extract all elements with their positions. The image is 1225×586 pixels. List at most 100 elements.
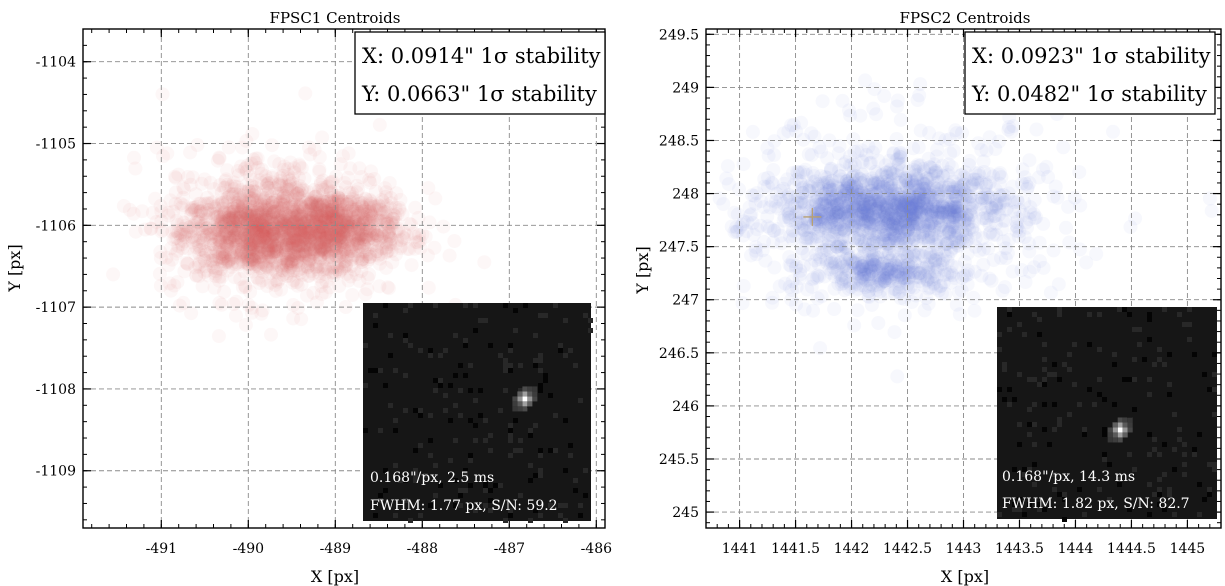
scatter-point — [289, 238, 304, 253]
scatter-point — [302, 214, 317, 229]
scatter-point — [1072, 242, 1087, 257]
scatter-point — [749, 186, 764, 201]
scatter-point — [282, 233, 297, 248]
inset-pixel — [573, 363, 578, 368]
scatter-point — [251, 219, 266, 234]
scatter-point — [279, 253, 294, 268]
scatter-point — [382, 229, 397, 244]
scatter-point — [226, 208, 241, 223]
scatter-point — [293, 228, 307, 243]
scatter-point — [303, 242, 318, 257]
scatter-point — [250, 244, 265, 259]
scatter-point — [249, 217, 264, 232]
scatter-point — [938, 286, 953, 301]
scatter-point — [253, 215, 268, 230]
scatter-point — [218, 226, 233, 241]
scatter-point — [233, 248, 248, 262]
scatter-point — [210, 261, 225, 276]
scatter-point — [275, 211, 290, 225]
scatter-point — [228, 223, 243, 237]
scatter-point — [971, 136, 986, 151]
scatter-point — [254, 226, 269, 241]
scatter-point — [904, 295, 919, 309]
inset-pixel — [373, 368, 378, 373]
scatter-point — [271, 203, 286, 218]
scatter-point — [954, 283, 969, 298]
scatter-point — [246, 223, 261, 238]
scatter-point — [253, 197, 267, 212]
scatter-point — [273, 227, 287, 242]
scatter-point — [228, 230, 243, 245]
scatter-point — [261, 203, 276, 218]
scatter-point — [264, 205, 279, 219]
scatter-point — [265, 229, 280, 244]
scatter-point — [232, 222, 246, 237]
scatter-point — [246, 243, 261, 258]
scatter-point — [890, 93, 905, 108]
scatter-point — [259, 243, 274, 258]
scatter-point — [282, 216, 297, 231]
scatter-point — [228, 232, 243, 247]
scatter-point — [208, 222, 223, 237]
scatter-point — [265, 262, 280, 277]
inset-pixel — [503, 358, 508, 363]
scatter-point — [308, 199, 323, 214]
scatter-point — [170, 243, 185, 258]
scatter-point — [304, 209, 319, 223]
scatter-point — [270, 242, 285, 257]
scatter-point — [195, 218, 209, 233]
scatter-point — [210, 244, 225, 259]
scatter-point — [827, 302, 842, 316]
scatter-point — [210, 198, 225, 213]
inset-pixel — [508, 368, 513, 373]
scatter-point — [297, 216, 312, 231]
scatter-point — [281, 200, 296, 215]
scatter-point — [244, 221, 259, 236]
scatter-point — [254, 197, 269, 212]
scatter-point — [189, 214, 204, 229]
scatter-point — [1032, 254, 1047, 269]
scatter-point — [189, 268, 204, 283]
scatter-point — [276, 226, 291, 241]
scatter-point — [252, 207, 267, 222]
scatter-point — [303, 221, 318, 236]
scatter-point — [796, 165, 811, 180]
scatter-point — [259, 207, 274, 222]
scatter-point — [224, 230, 239, 245]
scatter-point — [1041, 170, 1055, 184]
scatter-point — [846, 132, 861, 146]
scatter-point — [265, 199, 280, 214]
scatter-point — [243, 229, 258, 244]
scatter-point — [871, 270, 886, 285]
scatter-point — [297, 216, 312, 231]
scatter-point — [289, 212, 304, 227]
scatter-point — [255, 224, 270, 239]
scatter-point — [963, 205, 978, 219]
scatter-point — [228, 209, 243, 224]
scatter-point — [266, 226, 281, 241]
scatter-point — [290, 233, 305, 248]
scatter-point — [862, 156, 877, 171]
scatter-point — [225, 219, 240, 234]
scatter-point — [842, 103, 856, 118]
scatter-point — [276, 213, 291, 228]
scatter-point — [244, 225, 259, 240]
scatter-point — [889, 132, 904, 146]
scatter-point — [230, 195, 245, 210]
scatter-point — [257, 212, 272, 227]
scatter-point — [215, 250, 230, 265]
scatter-point — [230, 199, 245, 213]
scatter-point — [244, 226, 258, 241]
scatter-point — [175, 241, 190, 256]
scatter-point — [310, 259, 324, 274]
scatter-point — [314, 219, 329, 234]
scatter-point — [337, 260, 351, 275]
scatter-point — [255, 240, 270, 254]
scatter-point — [245, 214, 260, 229]
scatter-point — [281, 216, 296, 231]
scatter-point — [298, 199, 313, 214]
scatter-point — [232, 187, 247, 202]
scatter-point — [782, 279, 797, 294]
scatter-point — [258, 212, 272, 227]
scatter-point — [297, 244, 312, 258]
